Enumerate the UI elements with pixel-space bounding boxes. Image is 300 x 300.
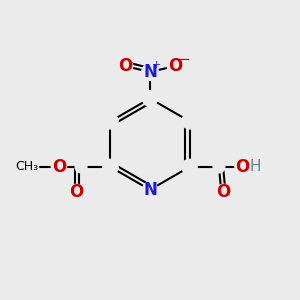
Text: N: N <box>143 63 157 81</box>
Text: O: O <box>216 183 230 201</box>
Circle shape <box>69 184 84 200</box>
Circle shape <box>75 161 87 173</box>
Circle shape <box>213 161 225 173</box>
Circle shape <box>216 184 231 200</box>
Circle shape <box>51 159 67 175</box>
Circle shape <box>103 159 118 175</box>
Circle shape <box>182 159 197 175</box>
Circle shape <box>182 114 197 129</box>
Circle shape <box>142 64 158 80</box>
Text: O: O <box>118 57 132 75</box>
Text: −: − <box>177 52 190 67</box>
Circle shape <box>142 91 158 106</box>
Circle shape <box>235 159 250 175</box>
Text: H: H <box>249 159 261 174</box>
Text: O: O <box>70 183 84 201</box>
Circle shape <box>117 58 133 74</box>
Circle shape <box>167 58 183 74</box>
Text: CH₃: CH₃ <box>15 160 38 173</box>
Text: O: O <box>52 158 66 176</box>
Circle shape <box>142 182 158 197</box>
Circle shape <box>103 114 118 129</box>
Text: N: N <box>143 181 157 199</box>
Text: O: O <box>168 57 182 75</box>
Text: O: O <box>236 158 250 176</box>
Text: +: + <box>152 61 161 70</box>
